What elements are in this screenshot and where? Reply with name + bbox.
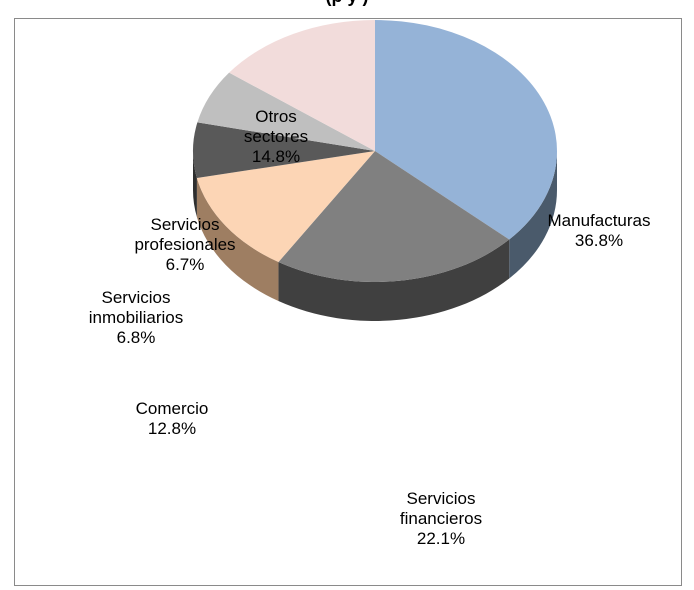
slice-name: Otros — [255, 107, 297, 126]
slice-name: sectores — [244, 127, 308, 146]
slice-value: 12.8% — [148, 419, 196, 438]
pie-slice-manufacturas — [375, 20, 557, 240]
slice-name: inmobiliarios — [89, 308, 183, 327]
chart-frame: Manufacturas 36.8% Servicios financieros 22.… — [14, 18, 682, 586]
slice-label-servicios-profesionales: Servicios profesionales 6.7% — [134, 215, 235, 274]
slice-name: Servicios — [407, 489, 476, 508]
slice-value: 14.8% — [252, 147, 300, 166]
pie-side-manufacturas — [509, 151, 557, 279]
slice-label-comercio: Comercio 12.8% — [136, 399, 209, 438]
pie-slices — [193, 20, 557, 282]
pie-slice-servicios-profesionales — [197, 72, 375, 151]
slice-name: profesionales — [134, 235, 235, 254]
pie-slice-comercio — [196, 151, 375, 263]
slice-name: Servicios — [151, 215, 220, 234]
slice-value: 6.8% — [117, 328, 156, 347]
pie-slice-servicios-inmobiliarios — [193, 122, 375, 178]
pie-sides — [193, 151, 557, 321]
slice-name: financieros — [400, 509, 482, 528]
pie-slice-servicios-financieros — [278, 151, 510, 282]
slice-value: 6.7% — [166, 255, 205, 274]
slice-name: Comercio — [136, 399, 209, 418]
slice-value: 36.8% — [575, 231, 623, 250]
slice-label-otros-sectores: Otros sectores 14.8% — [244, 107, 308, 166]
pie-side-servicios-financieros — [278, 239, 510, 321]
pie-slice-otros-sectores — [229, 20, 375, 151]
slice-label-servicios-financieros: Servicios financieros 22.1% — [400, 489, 482, 548]
slice-name: Manufacturas — [548, 211, 651, 230]
chart-title-part: y ) — [348, 0, 369, 6]
chart-title-fragment: (p y ) — [0, 0, 694, 7]
slice-value: 22.1% — [417, 529, 465, 548]
chart-title-part: (p — [325, 0, 342, 6]
slice-name: Servicios — [102, 288, 171, 307]
slice-labels: Manufacturas 36.8%Servicios financieros 22.… — [89, 107, 651, 548]
pie-side-servicios-inmobiliarios — [193, 151, 197, 217]
pie-side-comercio — [196, 177, 279, 302]
pie-chart: Manufacturas 36.8%Servicios financieros 22.… — [89, 20, 651, 548]
slice-label-servicios-inmobiliarios: Servicios inmobiliarios 6.8% — [89, 288, 183, 347]
slice-label-manufacturas: Manufacturas 36.8% — [548, 211, 651, 250]
